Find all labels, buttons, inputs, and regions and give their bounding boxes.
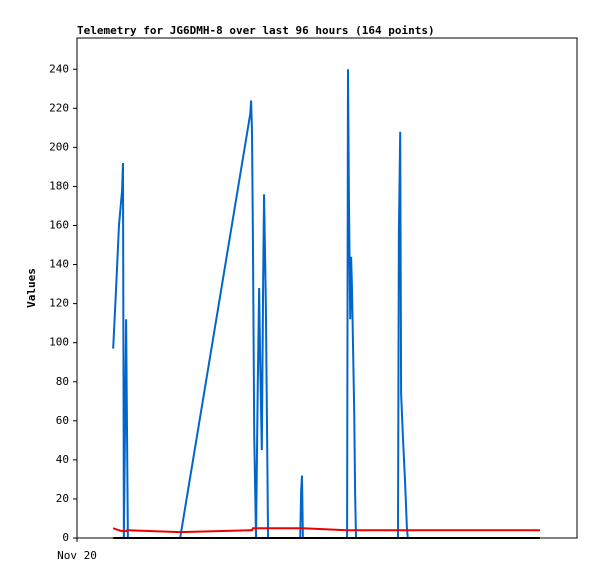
x-tick-label: Nov 20 <box>57 549 97 562</box>
y-tick-label: 60 <box>56 414 69 427</box>
y-tick-label: 140 <box>49 258 69 271</box>
y-tick-label: 220 <box>49 101 69 114</box>
y-tick-label: 160 <box>49 219 69 232</box>
series-line <box>112 527 540 534</box>
chart-title: Telemetry for JG6DMH-8 over last 96 hour… <box>77 24 435 37</box>
y-tick-label: 80 <box>56 375 69 388</box>
y-axis-label: Values <box>25 268 38 308</box>
y-tick-label: 120 <box>49 297 69 310</box>
y-tick-label: 200 <box>49 140 69 153</box>
y-tick-label: 100 <box>49 336 69 349</box>
y-tick-label: 240 <box>49 62 69 75</box>
y-tick-label: 180 <box>49 179 69 192</box>
y-tick-label: 20 <box>56 492 69 505</box>
y-tick-label: 0 <box>62 531 69 544</box>
plot-frame <box>76 37 578 539</box>
y-tick-label: 40 <box>56 453 69 466</box>
series-line <box>112 69 540 539</box>
